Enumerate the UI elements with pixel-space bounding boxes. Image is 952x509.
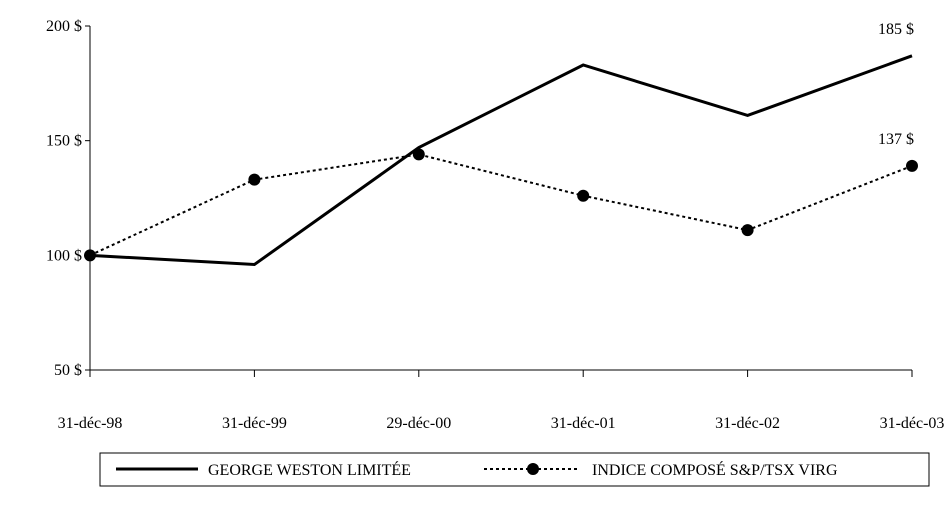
y-tick-label: 50 $ xyxy=(54,362,82,379)
series-2-point xyxy=(248,173,261,186)
legend-box xyxy=(99,452,930,487)
y-tick-label: 100 $ xyxy=(46,247,82,264)
y-tick-labels: 50 $ 100 $ 150 $ 200 $ xyxy=(46,18,82,379)
end-value-label: 185 $ xyxy=(878,21,914,38)
y-tick-label: 150 $ xyxy=(46,133,82,150)
legend-label-series-2: INDICE COMPOSÉ S&P/TSX VIRG xyxy=(592,460,838,479)
legend-marker-series-2 xyxy=(527,463,539,475)
chart-legend: GEORGE WESTON LIMITÉE INDICE COMPOSÉ S&P… xyxy=(99,452,930,487)
chart-axes xyxy=(85,25,913,377)
x-tick-label: 31-déc-02 xyxy=(715,415,780,432)
y-tick-label: 200 $ xyxy=(46,18,82,35)
x-tick-label: 31-déc-99 xyxy=(222,415,287,432)
end-value-label: 137 $ xyxy=(878,131,914,148)
series-2-point xyxy=(906,159,918,172)
legend-label-series-1: GEORGE WESTON LIMITÉE xyxy=(208,460,411,479)
x-tick-label: 31-déc-98 xyxy=(58,415,123,432)
series-2-point xyxy=(412,148,425,161)
series-2-point xyxy=(84,249,96,262)
series-line-2 xyxy=(89,153,913,257)
x-tick-labels: 31-déc-98 31-déc-99 29-déc-00 31-déc-01 31-d… xyxy=(58,415,945,432)
x-tick-label: 31-déc-03 xyxy=(880,415,945,432)
series-2-point xyxy=(741,224,754,237)
x-tick-label: 29-déc-00 xyxy=(386,415,451,432)
series-2-point xyxy=(577,189,590,202)
x-tick-label: 31-déc-01 xyxy=(551,415,616,432)
series-line-1 xyxy=(89,54,913,267)
annotation-layer: 185 $ 137 $ xyxy=(878,21,914,148)
series-layer xyxy=(84,54,918,267)
